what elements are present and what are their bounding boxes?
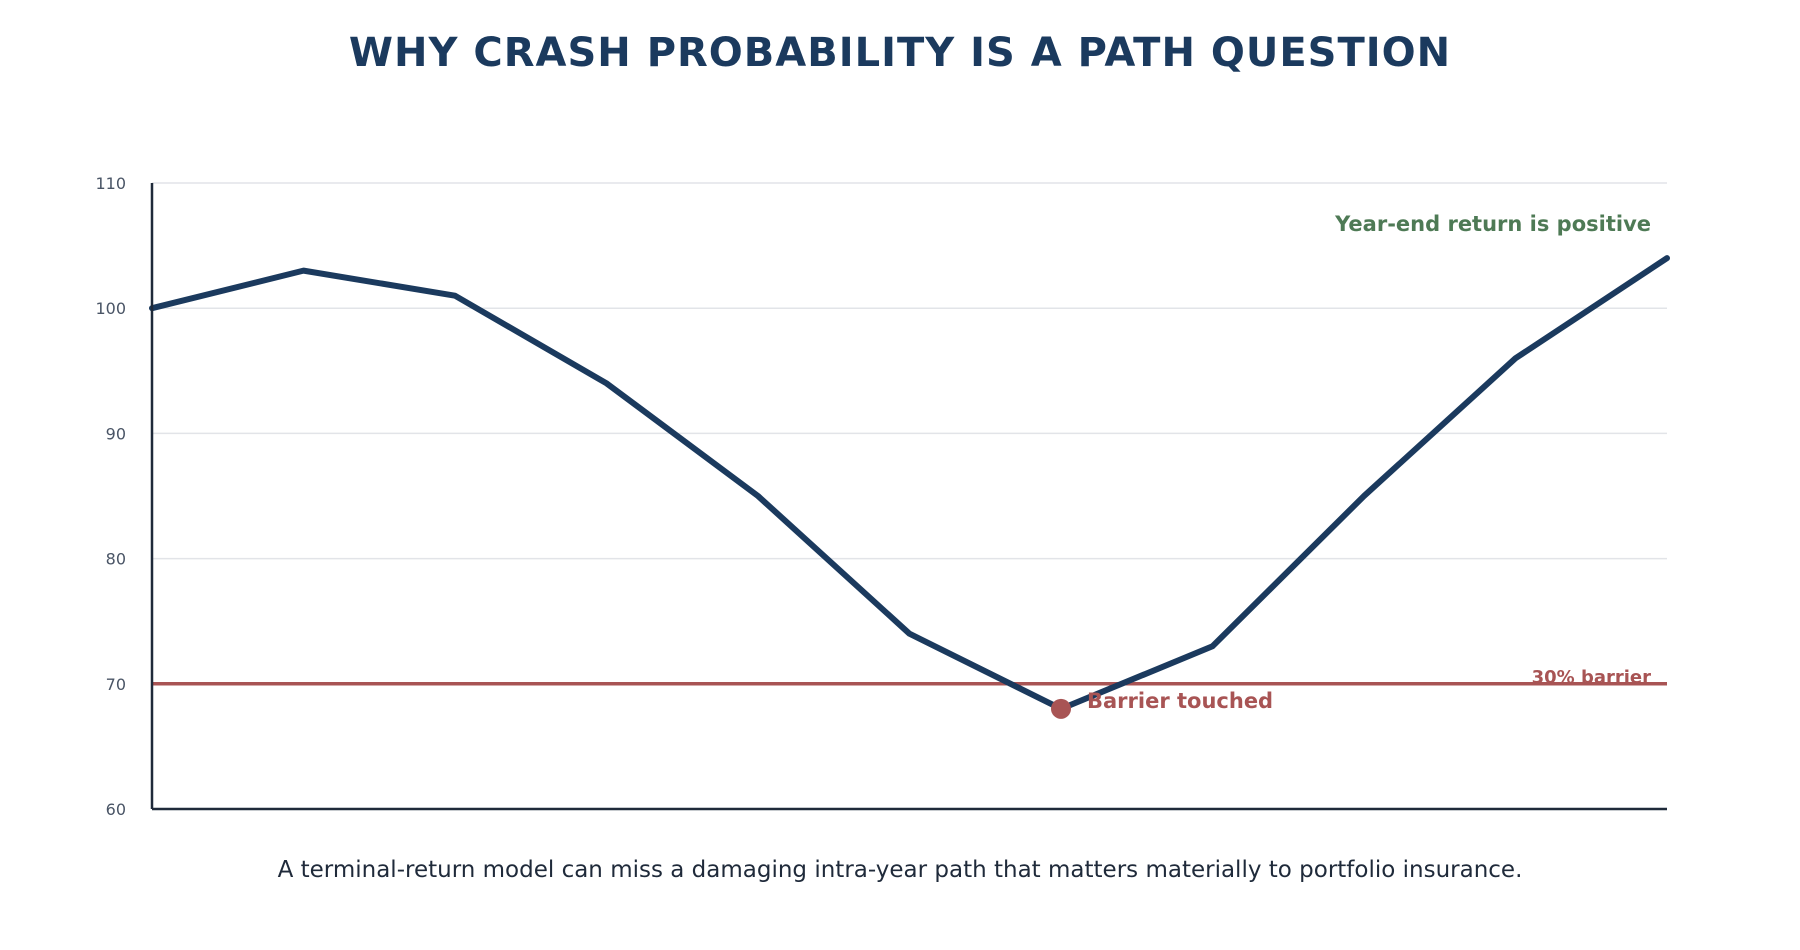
y-tick-label: 110 (95, 174, 126, 193)
year-end-label: Year-end return is positive (1334, 212, 1651, 236)
chart-caption: A terminal-return model can miss a damag… (277, 857, 1523, 883)
barrier-touch-marker (1051, 698, 1071, 719)
series-line (149, 255, 1670, 712)
y-tick-label: 100 (95, 299, 126, 318)
y-tick-label: 80 (106, 550, 126, 569)
y-tick-label: 70 (106, 675, 126, 694)
barrier-line: 30% barrier (152, 667, 1667, 688)
axes (150, 183, 1667, 811)
chart-title: WHY CRASH PROBABILITY IS A PATH QUESTION (348, 30, 1452, 76)
gridlines (152, 182, 1667, 685)
annotations: Barrier touched Year-end return is positi… (1051, 212, 1651, 719)
y-tick-label: 90 (106, 424, 126, 443)
y-axis-ticks: 60 70 80 90 100 110 (95, 174, 126, 819)
barrier-touched-label: Barrier touched (1087, 689, 1273, 713)
y-tick-label: 60 (106, 800, 126, 819)
barrier-label: 30% barrier (1532, 667, 1652, 688)
series-path (149, 255, 1670, 712)
